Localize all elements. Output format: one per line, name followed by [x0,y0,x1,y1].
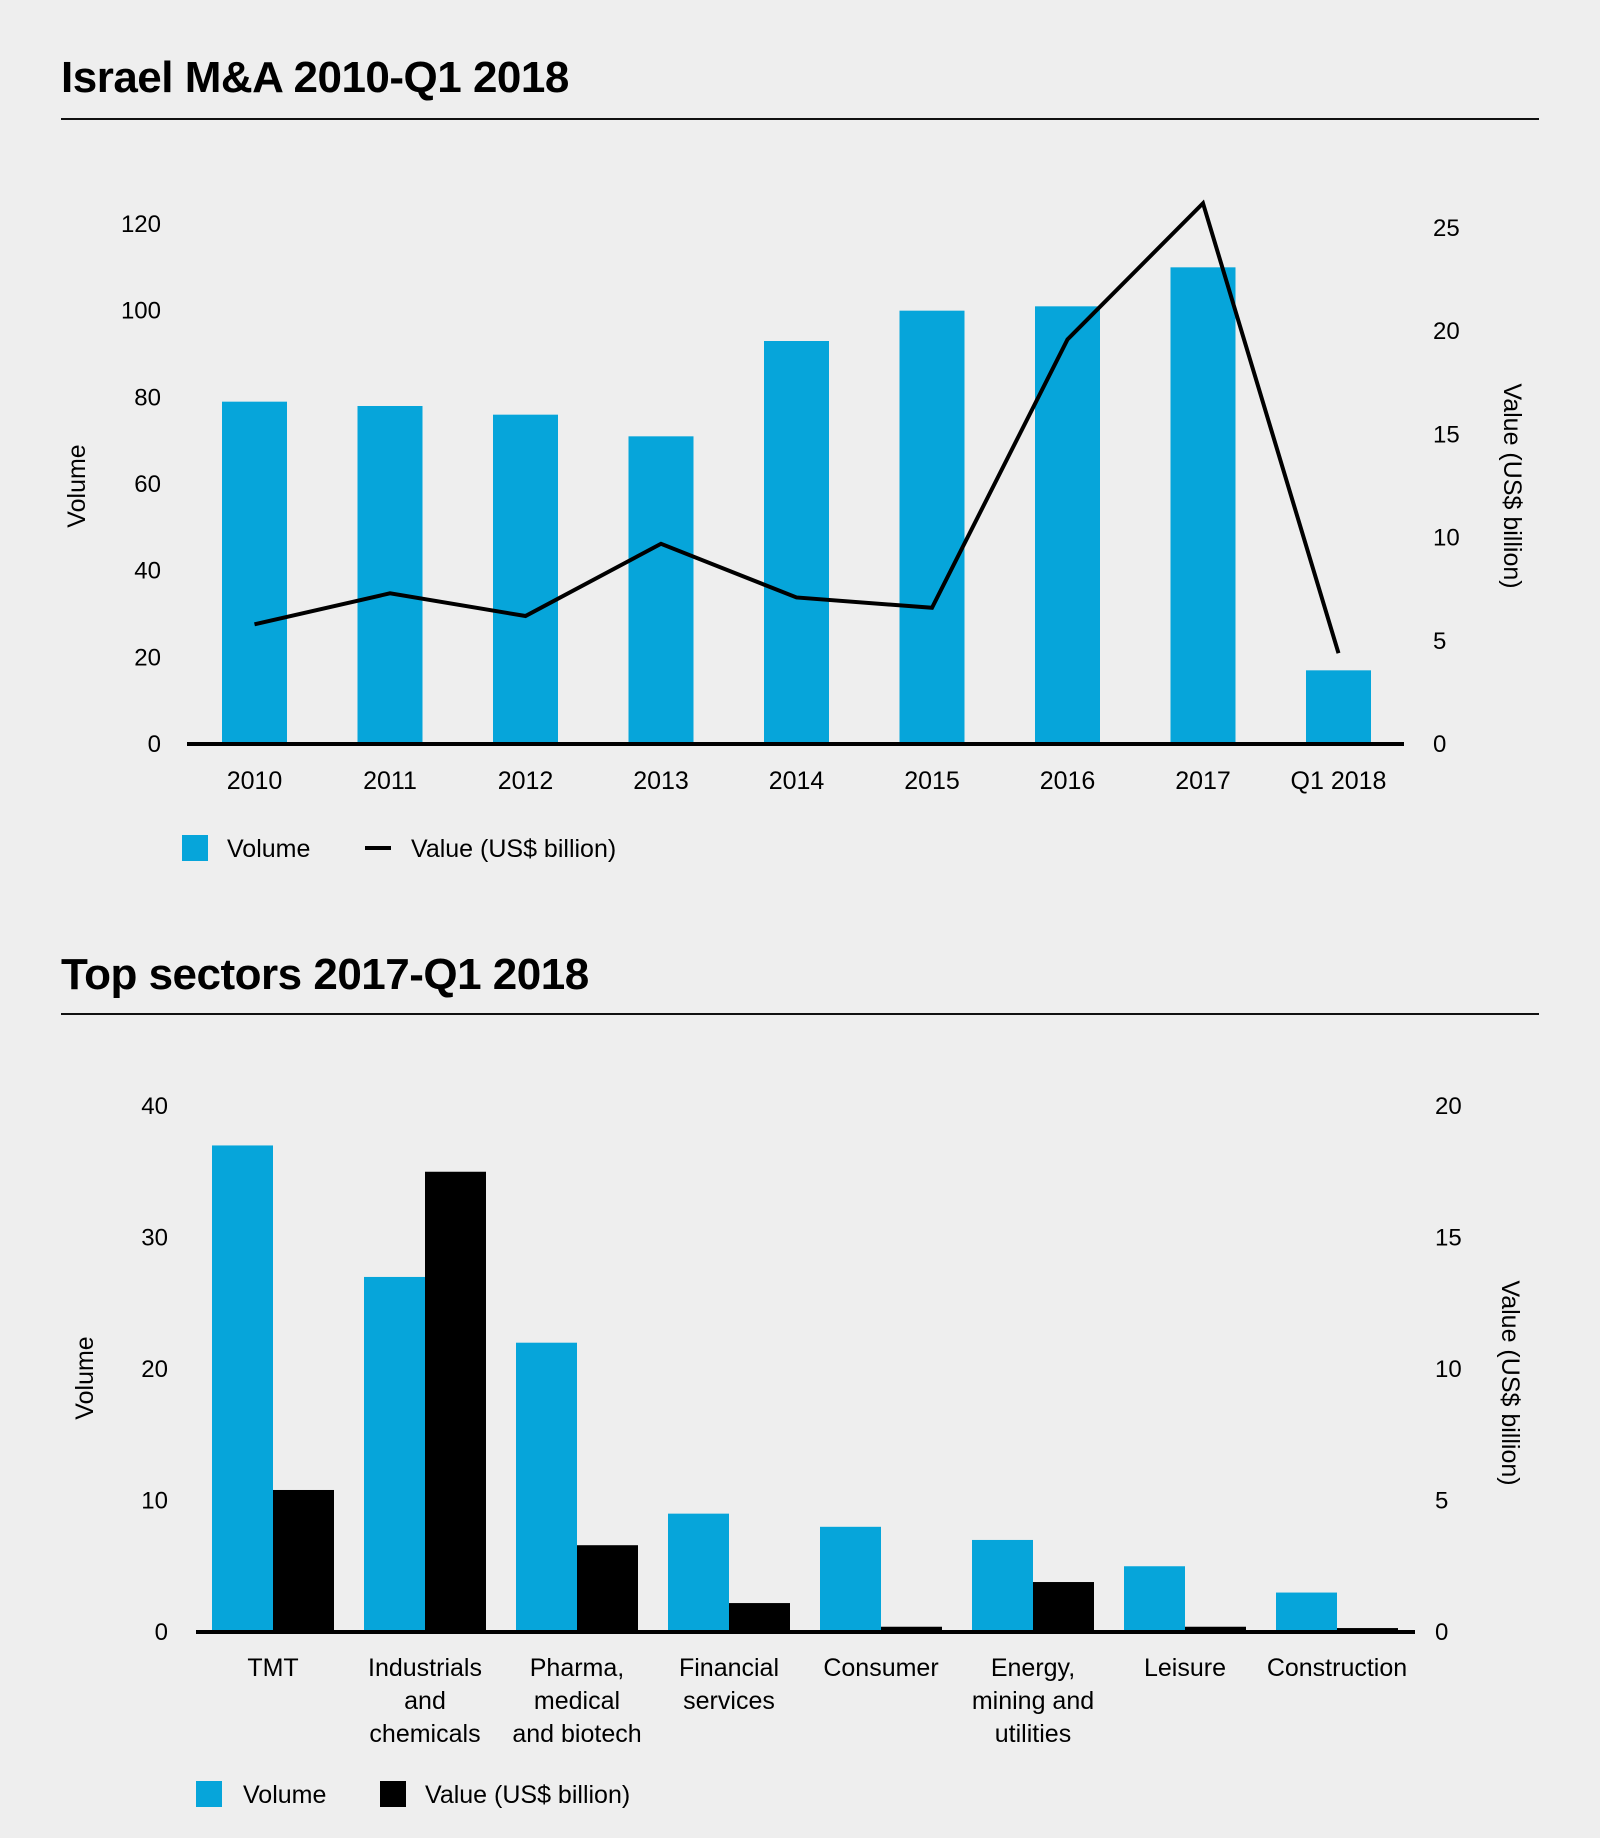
value-bar-leisure [1185,1626,1246,1632]
x-tick-label: Pharma, medical and biotech [512,1654,641,1748]
x-tick-label: Energy, mining and utilities [972,1654,1094,1748]
x-tick-label: 2016 [1040,767,1096,795]
legend-volume-label: Volume [243,1781,326,1809]
y-axis-title: Volume [63,444,91,527]
y-tick-label: 20 [134,644,161,671]
value-bar-energy [1033,1582,1094,1632]
volume-bar-energy [972,1539,1033,1632]
value-bar-tmt [273,1489,334,1632]
y2-tick-label: 15 [1435,1225,1462,1252]
y2-tick-label: 15 [1433,421,1460,448]
y-axis-title: Volume [71,1336,99,1419]
x-tick-label: Q1 2018 [1291,767,1387,795]
x-tick-label: TMT [247,1654,298,1682]
y2-tick-label: 10 [1435,1356,1462,1383]
value-bar-consumer [881,1626,942,1632]
x-tick-label-line: services [683,1687,775,1715]
volume-bar-consumer [820,1526,881,1632]
x-tick-label-line: and biotech [512,1720,641,1748]
volume-bar-construction [1276,1592,1337,1632]
legend-value-label: Value (US$ billion) [411,835,616,863]
x-tick-label-line: Energy, [991,1654,1075,1682]
y-tick-label: 40 [141,1093,168,1120]
x-tick-label-line: and [404,1687,446,1715]
israel-ma-chart: 0 20 40 60 80 100 120 0 5 10 15 20 25 2010 2011 2012 201… [63,199,1526,863]
volume-bar-2015 [899,310,965,744]
y2-tick-label: 20 [1435,1093,1462,1120]
x-tick-label: 2015 [904,767,960,795]
value-bar-industrials [425,1171,486,1632]
chart-2-title: Top sectors 2017-Q1 2018 [61,950,589,999]
volume-bar-leisure [1124,1566,1185,1632]
y2-tick-label: 25 [1433,215,1460,242]
y-tick-label: 120 [121,211,161,238]
y2-axis-title: Value (US$ billion) [1496,1280,1524,1485]
volume-bar-q1-2018 [1306,670,1371,744]
chart-1-title: Israel M&A 2010-Q1 2018 [61,53,569,102]
x-tick-label-line: utilities [995,1720,1071,1748]
legend-value-label: Value (US$ billion) [425,1781,630,1809]
y2-tick-label: 5 [1433,628,1446,655]
volume-bar-industrials [364,1276,425,1632]
x-tick-label: 2010 [227,767,283,795]
x-tick-label: 2013 [633,767,689,795]
x-tick-label-line: chemicals [369,1720,480,1748]
y-tick-label: 100 [121,298,161,325]
volume-bar-2017 [1170,267,1236,744]
y2-tick-label: 20 [1433,318,1460,345]
y2-tick-label: 0 [1433,731,1446,758]
x-tick-label-line: TMT [247,1654,298,1682]
y2-tick-label: 10 [1433,525,1460,552]
value-bar-pharma [577,1545,638,1632]
x-tick-label: Industrials and chemicals [368,1654,482,1748]
x-tick-label: Leisure [1144,1654,1226,1682]
chart-2-title-rule [61,1013,1539,1015]
chart-1-title-rule [61,118,1539,120]
x-tick-label: 2014 [769,767,825,795]
legend-volume-label: Volume [227,835,310,863]
x-tick-label: Financial services [679,1654,779,1715]
x-tick-label: Construction [1267,1654,1407,1682]
y-tick-label: 10 [141,1488,168,1515]
x-tick-label-line: mining and [972,1687,1094,1715]
x-tick-label: 2011 [363,767,417,795]
volume-bar-tmt [212,1145,273,1632]
volume-bar-financial [668,1513,729,1632]
legend-volume-swatch [196,1781,222,1807]
y-tick-label: 40 [134,558,161,585]
y-tick-label: 20 [141,1356,168,1383]
x-tick-label: 2017 [1175,767,1231,795]
volume-bar-2011 [357,406,423,744]
x-tick-label-line: Consumer [823,1654,938,1682]
value-bar-financial [729,1603,790,1632]
y-tick-label: 0 [148,731,161,758]
volume-bar-2012 [493,414,558,744]
x-tick-label-line: Financial [679,1654,779,1682]
y2-tick-label: 0 [1435,1619,1448,1646]
legend-volume-swatch [182,835,208,861]
x-tick-label-line: Industrials [368,1654,482,1682]
x-tick-label-line: medical [534,1687,620,1715]
volume-bar-2013 [628,436,694,744]
y-tick-label: 60 [134,471,161,498]
y-tick-label: 80 [134,384,161,411]
volume-bar-pharma [516,1342,577,1632]
x-tick-label: 2012 [498,767,554,795]
x-tick-label-line: Leisure [1144,1654,1226,1682]
x-tick-label-line: Construction [1267,1654,1407,1682]
volume-bar-2010 [222,401,287,744]
x-tick-label-line: Pharma, [530,1654,624,1682]
y2-axis-title: Value (US$ billion) [1498,383,1526,588]
y-tick-label: 0 [155,1619,168,1646]
y-tick-label: 30 [141,1225,168,1252]
y2-tick-label: 5 [1435,1488,1448,1515]
volume-bar-2014 [764,341,829,744]
legend-value-swatch [380,1781,406,1807]
x-tick-label: Consumer [823,1654,938,1682]
